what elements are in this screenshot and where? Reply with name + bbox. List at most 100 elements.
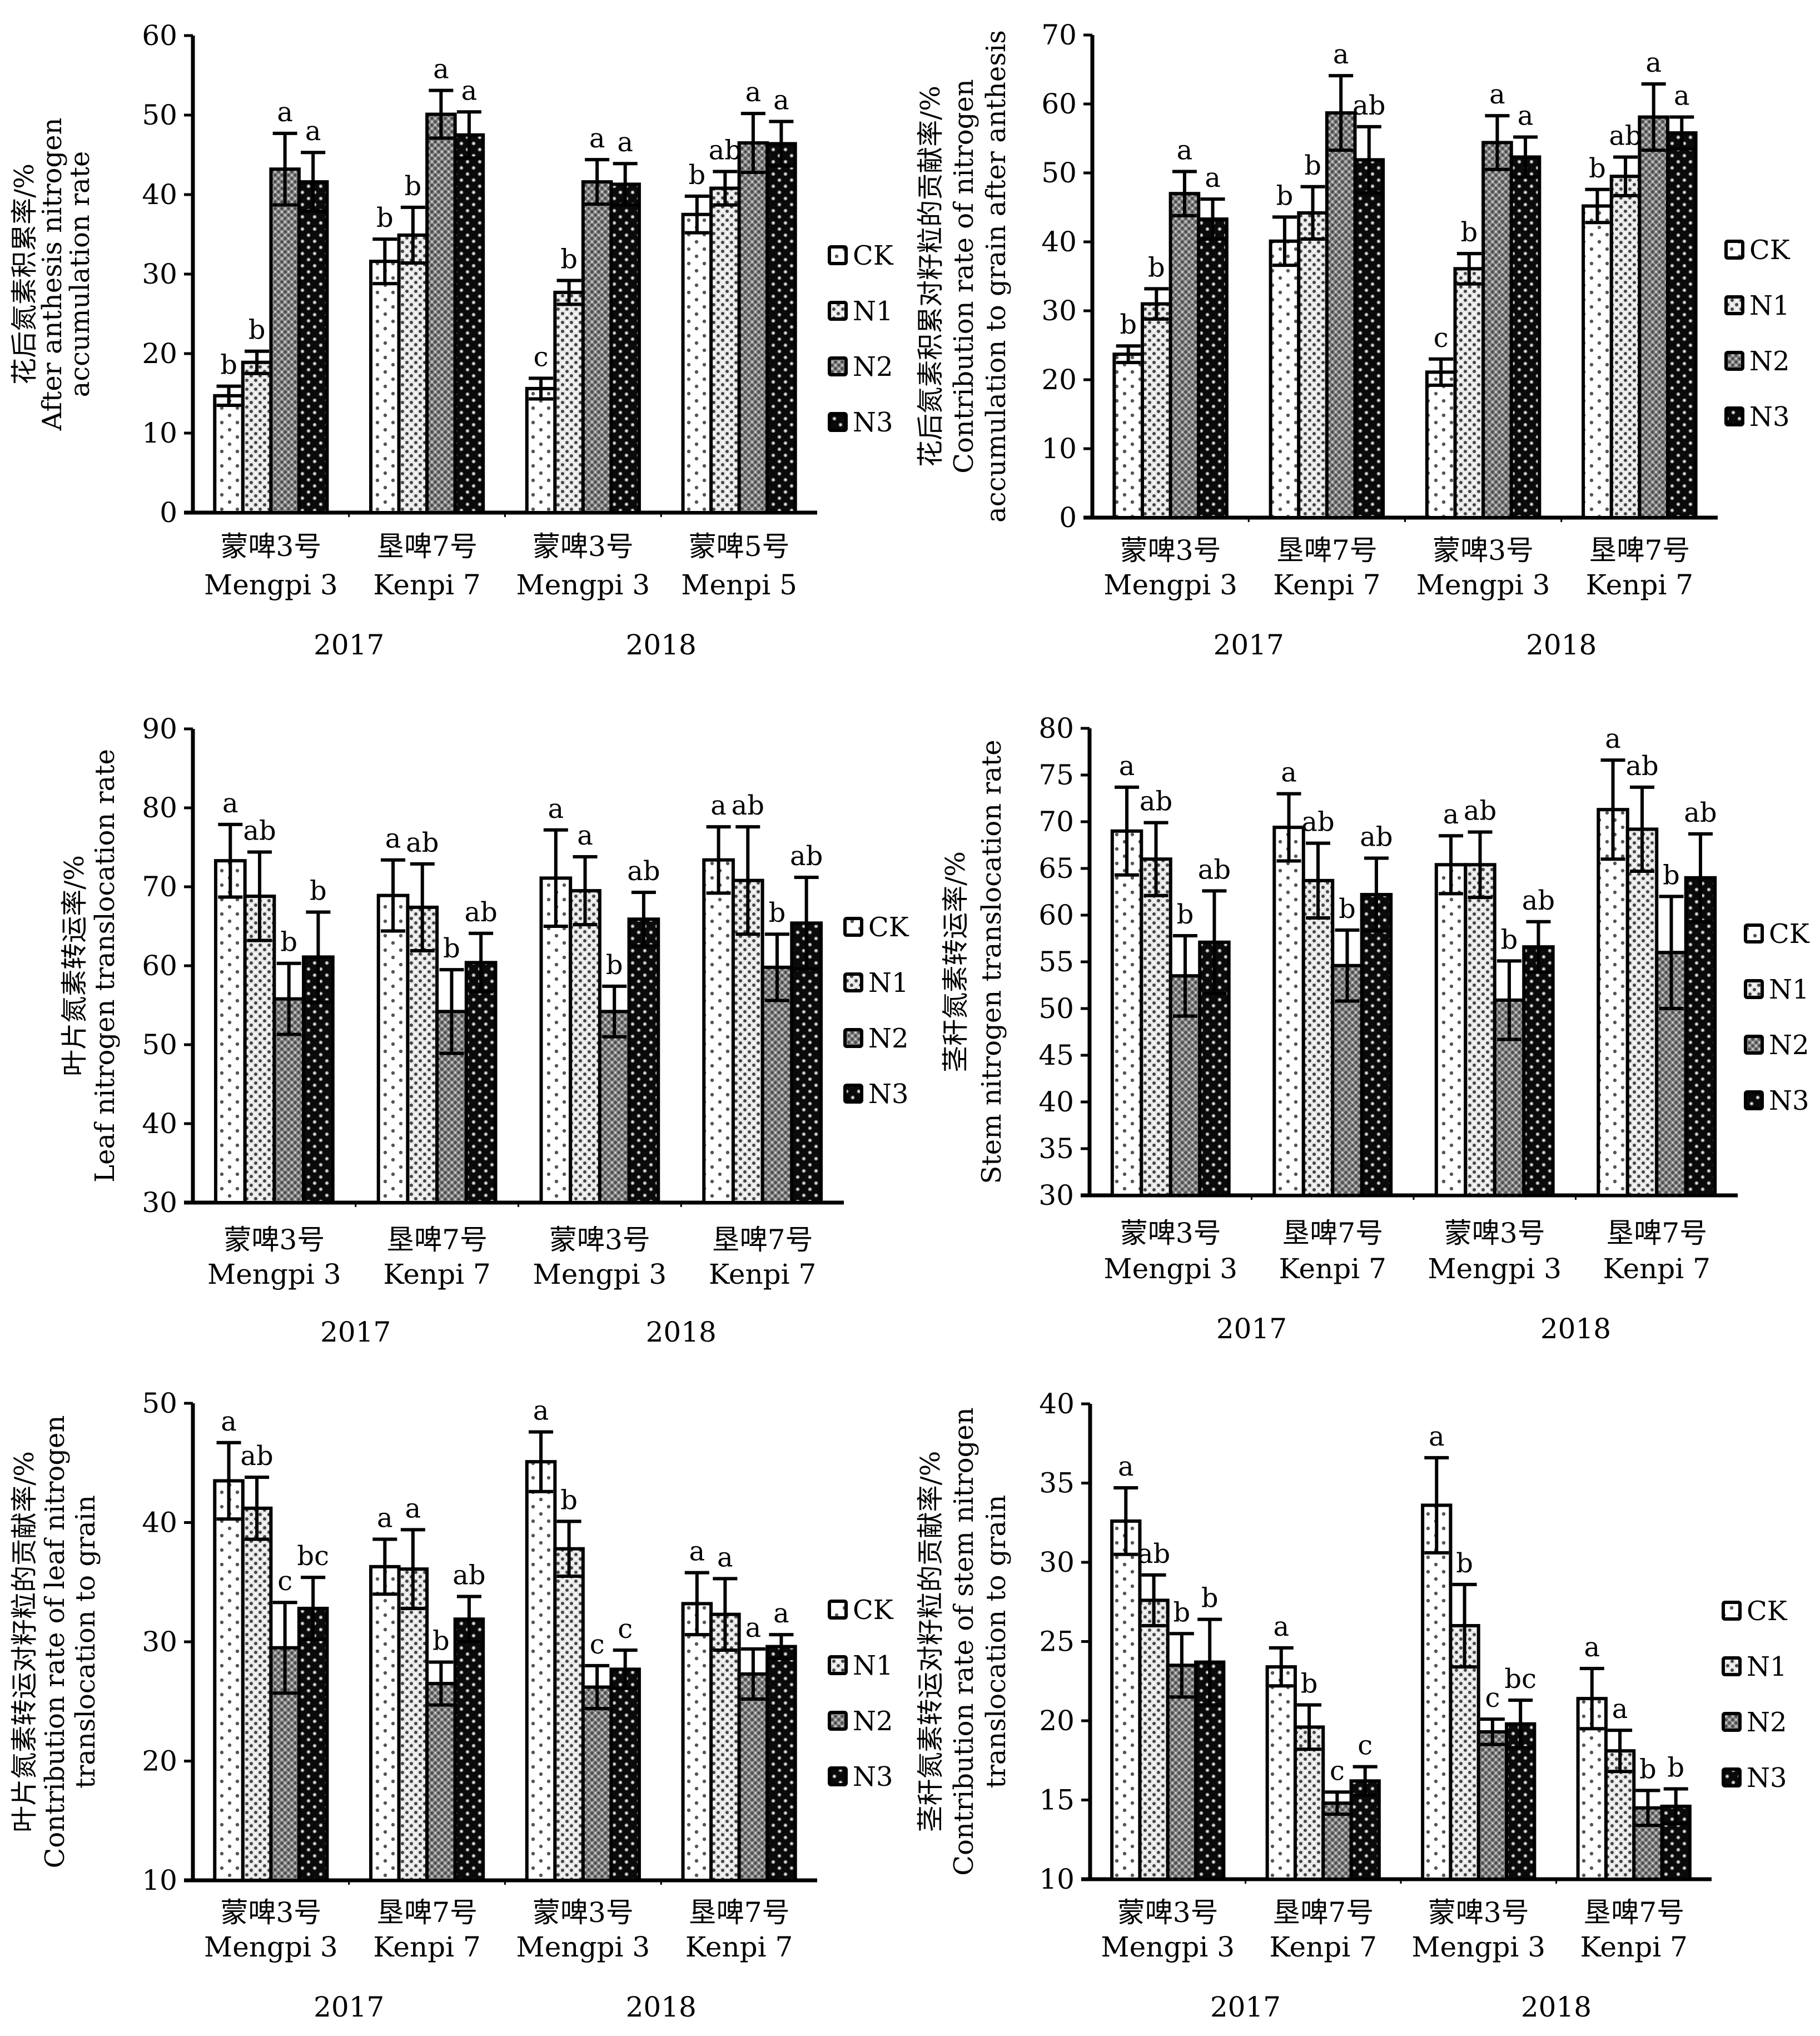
significance-label: b	[432, 1625, 450, 1656]
legend-label: CK	[868, 912, 909, 943]
bar-ck	[702, 858, 735, 1204]
bar-n3	[1360, 893, 1393, 1198]
legend-swatch-ck	[1724, 240, 1744, 260]
y-axis-title: Contribution rate of leaf nitrogen	[39, 1416, 71, 1869]
legend-swatch-n2	[828, 356, 848, 376]
significance-label: ab	[627, 856, 660, 887]
significance-label: b	[1639, 1754, 1657, 1785]
significance-label: a	[377, 1503, 393, 1534]
legend-swatch-n3	[1744, 1090, 1764, 1110]
bar-n1	[241, 360, 273, 514]
significance-label: b	[1304, 150, 1321, 181]
legend-swatch-n3	[1722, 1767, 1742, 1787]
y-tick-label: 40	[142, 178, 177, 211]
bar-n2	[1481, 141, 1513, 519]
category-label-cn: 蒙啤5号	[689, 530, 790, 563]
significance-label: a	[385, 823, 401, 855]
legend-swatch-n1	[828, 301, 848, 321]
category-label-en: Mengpi 3	[1103, 569, 1237, 601]
significance-label: a	[1612, 1694, 1628, 1725]
category-label-en: Mengpi 3	[1411, 1931, 1545, 1963]
category-label-cn: 蒙啤3号	[549, 1224, 650, 1256]
category-label-cn: 蒙啤3号	[220, 1896, 321, 1929]
bar-ck	[1272, 826, 1305, 1197]
y-tick-label: 60	[1041, 88, 1077, 120]
category-label-en: Kenpi 7	[1586, 569, 1694, 601]
bar-n2	[581, 180, 613, 514]
category-label-en: Kenpi 7	[383, 1258, 491, 1290]
legend-label: N3	[868, 1079, 909, 1110]
legend-label: N2	[868, 1023, 909, 1054]
y-tick-label: 60	[142, 19, 177, 52]
y-tick-label: 40	[1038, 1086, 1074, 1118]
bar-n1	[553, 1547, 585, 1882]
category-label-cn: 垦啤7号	[376, 530, 478, 563]
bar-n3	[297, 180, 329, 514]
significance-label: ab	[240, 1441, 273, 1472]
significance-label: a	[745, 1612, 762, 1643]
y-tick-label: 10	[142, 417, 177, 449]
significance-label: ab	[243, 816, 276, 847]
y-tick-label: 10	[142, 1864, 177, 1896]
category-label-cn: 垦啤7号	[712, 1224, 813, 1256]
year-label: 2017	[1210, 1991, 1281, 2023]
year-label: 2018	[626, 1991, 697, 2023]
y-tick-label: 50	[1038, 992, 1074, 1025]
y-tick-label: 45	[1038, 1039, 1074, 1071]
y-tick-label: 50	[1041, 157, 1077, 189]
bar-ck	[369, 260, 401, 514]
bar-ck	[376, 893, 410, 1204]
bar-n3	[609, 1667, 641, 1882]
y-tick-label: 30	[142, 258, 177, 290]
bar-n3	[453, 133, 485, 514]
y-tick-label: 30	[142, 1186, 177, 1219]
category-label-cn: 蒙啤3号	[1433, 534, 1534, 567]
significance-label: a	[433, 54, 449, 85]
legend-label: N2	[853, 1706, 893, 1737]
y-tick-label: 10	[1041, 433, 1077, 465]
bar-n1	[1609, 175, 1642, 519]
category-label-cn: 蒙啤3号	[1428, 1896, 1529, 1929]
y-axis-title: 叶片氮素转运率/%	[59, 855, 90, 1076]
significance-label: ab	[1360, 822, 1393, 853]
bar-ck	[525, 386, 557, 514]
bar-n1	[1138, 1598, 1170, 1881]
significance-label: b	[1663, 860, 1680, 891]
significance-label: a	[617, 127, 633, 158]
significance-label: b	[1120, 309, 1137, 340]
significance-label: b	[606, 950, 623, 981]
category-label-en: Kenpi 7	[373, 1931, 481, 1963]
category-label-en: Mengpi 3	[516, 569, 650, 601]
category-label-en: Mengpi 3	[516, 1931, 650, 1963]
y-axis-title: Leaf nitrogen translocation rate	[89, 749, 121, 1183]
significance-label: b	[1460, 217, 1478, 248]
bar-n1	[1453, 267, 1485, 519]
category-label-cn: 蒙啤3号	[533, 530, 634, 563]
significance-label: b	[1589, 153, 1606, 184]
significance-label: ab	[1684, 797, 1717, 828]
y-tick-label: 70	[142, 871, 177, 903]
bar-n3	[453, 1617, 485, 1883]
significance-label: ab	[709, 135, 742, 166]
significance-label: b	[443, 933, 460, 964]
bar-n2	[1476, 1730, 1509, 1881]
significance-label: a	[1584, 1632, 1600, 1663]
bar-n1	[1141, 302, 1172, 519]
significance-label: b	[1177, 899, 1194, 930]
significance-label: a	[1489, 79, 1505, 110]
category-label-cn: 垦啤7号	[1282, 1217, 1383, 1249]
y-tick-label: 35	[1039, 1467, 1075, 1499]
bar-n2	[425, 112, 457, 514]
significance-label: a	[689, 1536, 705, 1567]
significance-label: a	[1177, 135, 1193, 166]
legend-swatch-n1	[1724, 295, 1744, 315]
category-label-cn: 垦啤7号	[386, 1224, 488, 1256]
legend-label: N3	[1749, 401, 1790, 433]
category-label-en: Mengpi 3	[204, 569, 338, 601]
category-label-en: Kenpi 7	[1279, 1253, 1386, 1285]
legend-label: CK	[1747, 1596, 1788, 1627]
legend-swatch-n3	[843, 1084, 863, 1104]
y-axis-title: Contribution rate of stem nitrogen	[948, 1407, 979, 1875]
bar-ck	[1425, 370, 1457, 519]
